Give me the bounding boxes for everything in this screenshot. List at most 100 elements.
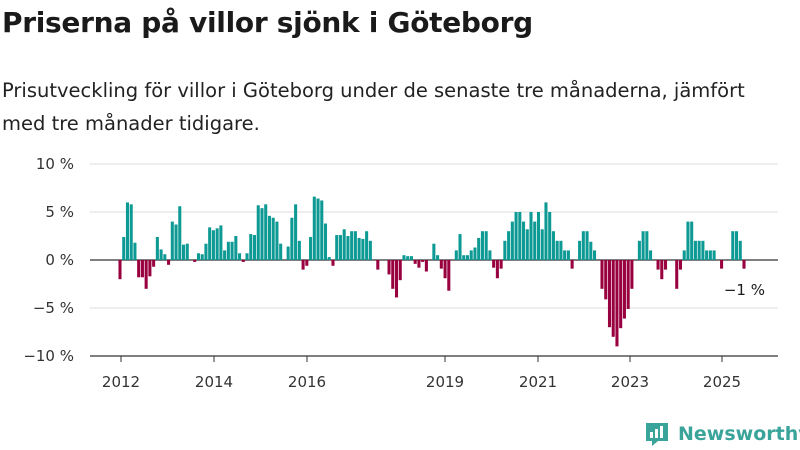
bar (387, 260, 391, 275)
bar (137, 260, 141, 278)
bar (544, 202, 548, 260)
bar (462, 255, 466, 260)
bar (682, 250, 686, 260)
bar (630, 260, 634, 289)
y-tick-label: −10 % (23, 347, 74, 365)
bar (439, 260, 443, 269)
bar (376, 260, 380, 270)
bar (290, 217, 294, 260)
bar (167, 260, 171, 265)
bar (196, 253, 200, 260)
y-axis-ticks: 10 % 5 % 0 % −5 % −10 % (23, 155, 74, 365)
bar (495, 260, 499, 279)
bar (432, 243, 436, 260)
bar (742, 260, 746, 269)
bar (705, 250, 709, 260)
x-tick-label: 2025 (703, 373, 741, 391)
bar (510, 221, 514, 260)
bar (712, 250, 716, 260)
bar (193, 260, 197, 262)
bar (607, 260, 612, 328)
bar (181, 244, 186, 260)
bar (514, 212, 518, 260)
bar (208, 227, 212, 260)
bar (585, 231, 589, 260)
bar (447, 260, 451, 291)
bar (720, 260, 724, 269)
bar (619, 260, 623, 329)
bar (578, 240, 582, 260)
x-axis: 2012 2014 2016 2019 2021 2023 2025 (102, 356, 741, 391)
bar (522, 221, 526, 260)
bar (152, 260, 156, 267)
bar (350, 231, 354, 260)
bar (738, 240, 742, 260)
bar (581, 231, 585, 260)
bar (548, 212, 552, 260)
bar (566, 250, 570, 260)
bar (525, 229, 529, 260)
bar (252, 235, 257, 260)
bar (365, 231, 369, 260)
bar (533, 221, 537, 260)
bar (443, 260, 447, 279)
bar (342, 229, 346, 260)
bar (133, 242, 137, 260)
x-tick-label: 2021 (519, 373, 557, 391)
bar (305, 260, 309, 266)
bar (417, 260, 421, 268)
bar (256, 205, 260, 260)
bar (323, 223, 328, 260)
bar (645, 231, 649, 260)
bar (353, 231, 357, 260)
bar (637, 240, 641, 260)
bar (469, 250, 473, 260)
bar (600, 260, 604, 289)
bar (271, 217, 275, 260)
bar (708, 250, 712, 260)
bar (301, 260, 305, 270)
bar (260, 208, 264, 260)
bar (686, 221, 690, 260)
bar (465, 255, 470, 260)
bar (563, 250, 567, 260)
bar (480, 231, 484, 260)
bar (675, 260, 679, 289)
bar (234, 236, 238, 260)
bar (734, 231, 739, 260)
bar (656, 260, 660, 270)
newsworthy-icon (646, 423, 668, 446)
bar (555, 240, 559, 260)
bar (454, 250, 458, 260)
bar (540, 229, 544, 260)
bar (185, 243, 189, 260)
x-tick-label: 2016 (288, 373, 326, 391)
bar (118, 260, 122, 280)
y-tick-label: 5 % (45, 203, 74, 221)
bar (312, 196, 316, 260)
bar (140, 260, 144, 278)
bar (144, 260, 148, 289)
bar (174, 224, 178, 260)
bar (338, 235, 342, 260)
x-tick-label: 2019 (426, 373, 464, 391)
bar (316, 198, 320, 260)
bar (178, 206, 182, 260)
bar (488, 250, 492, 260)
bar (320, 200, 324, 260)
bar (279, 243, 283, 260)
bar (346, 236, 350, 260)
bar (226, 241, 230, 260)
bar (507, 231, 511, 260)
bar (413, 260, 417, 264)
bar (611, 260, 615, 337)
bar (424, 260, 428, 272)
bar (473, 247, 477, 260)
bar (163, 254, 167, 260)
bar (664, 260, 668, 270)
bars (118, 196, 746, 347)
bar (559, 240, 563, 260)
last-value-annotation: −1 % (724, 281, 765, 299)
bar (267, 215, 271, 260)
